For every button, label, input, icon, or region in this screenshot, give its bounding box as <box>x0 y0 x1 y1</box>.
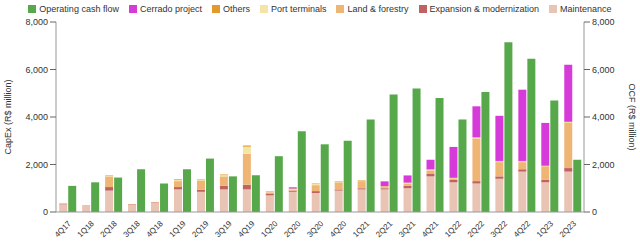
svg-text:4Q19: 4Q19 <box>236 219 257 240</box>
svg-text:4Q17: 4Q17 <box>53 219 74 240</box>
svg-text:4Q20: 4Q20 <box>328 219 349 240</box>
svg-text:6,000: 6,000 <box>25 65 48 75</box>
svg-text:1Q23: 1Q23 <box>535 219 556 240</box>
svg-text:2Q21: 2Q21 <box>374 219 395 240</box>
svg-text:0: 0 <box>43 207 48 217</box>
svg-text:2,000: 2,000 <box>25 160 48 170</box>
svg-text:2Q19: 2Q19 <box>190 219 211 240</box>
svg-text:2Q18: 2Q18 <box>99 219 120 240</box>
html-text:Expansion & modernization: Expansion & modernization <box>429 4 540 14</box>
svg-text:3Q20: 3Q20 <box>305 219 326 240</box>
svg-text:2Q20: 2Q20 <box>282 219 303 240</box>
svg-text:2Q23: 2Q23 <box>558 219 579 240</box>
svg-text:4Q18: 4Q18 <box>145 219 166 240</box>
html-text:Operating cash flow: Operating cash flow <box>39 4 119 14</box>
svg-text:3Q22: 3Q22 <box>489 219 510 240</box>
html-text:Maintenance: Maintenance <box>560 4 612 14</box>
svg-text:1Q18: 1Q18 <box>76 219 97 240</box>
svg-text:3Q19: 3Q19 <box>213 219 234 240</box>
svg-text:8,000: 8,000 <box>592 17 615 27</box>
svg-text:4,000: 4,000 <box>25 112 48 122</box>
svg-text:1Q20: 1Q20 <box>259 219 280 240</box>
svg-text:CapEx (R$ million): CapEx (R$ million) <box>8 79 13 154</box>
svg-text:6,000: 6,000 <box>592 65 615 75</box>
svg-text:8,000: 8,000 <box>25 17 48 27</box>
svg-text:OCF (R$ million): OCF (R$ million) <box>627 83 632 150</box>
svg-text:2Q22: 2Q22 <box>466 219 487 240</box>
svg-text:2,000: 2,000 <box>592 160 615 170</box>
svg-text:4Q22: 4Q22 <box>512 219 533 240</box>
svg-text:3Q21: 3Q21 <box>397 219 418 240</box>
html-text:Land & forestry: Land & forestry <box>347 4 409 14</box>
svg-text:3Q18: 3Q18 <box>122 219 143 240</box>
svg-text:4Q21: 4Q21 <box>420 219 441 240</box>
svg-text:1Q19: 1Q19 <box>167 219 188 240</box>
svg-text:1Q22: 1Q22 <box>443 219 464 240</box>
html-text:Port terminals: Port terminals <box>271 4 327 14</box>
svg-text:0: 0 <box>592 207 597 217</box>
svg-text:4,000: 4,000 <box>592 112 615 122</box>
html-text:Others: Others <box>222 4 250 14</box>
html-text:Cerrado project: Cerrado project <box>139 4 202 14</box>
svg-text:1Q21: 1Q21 <box>351 219 372 240</box>
